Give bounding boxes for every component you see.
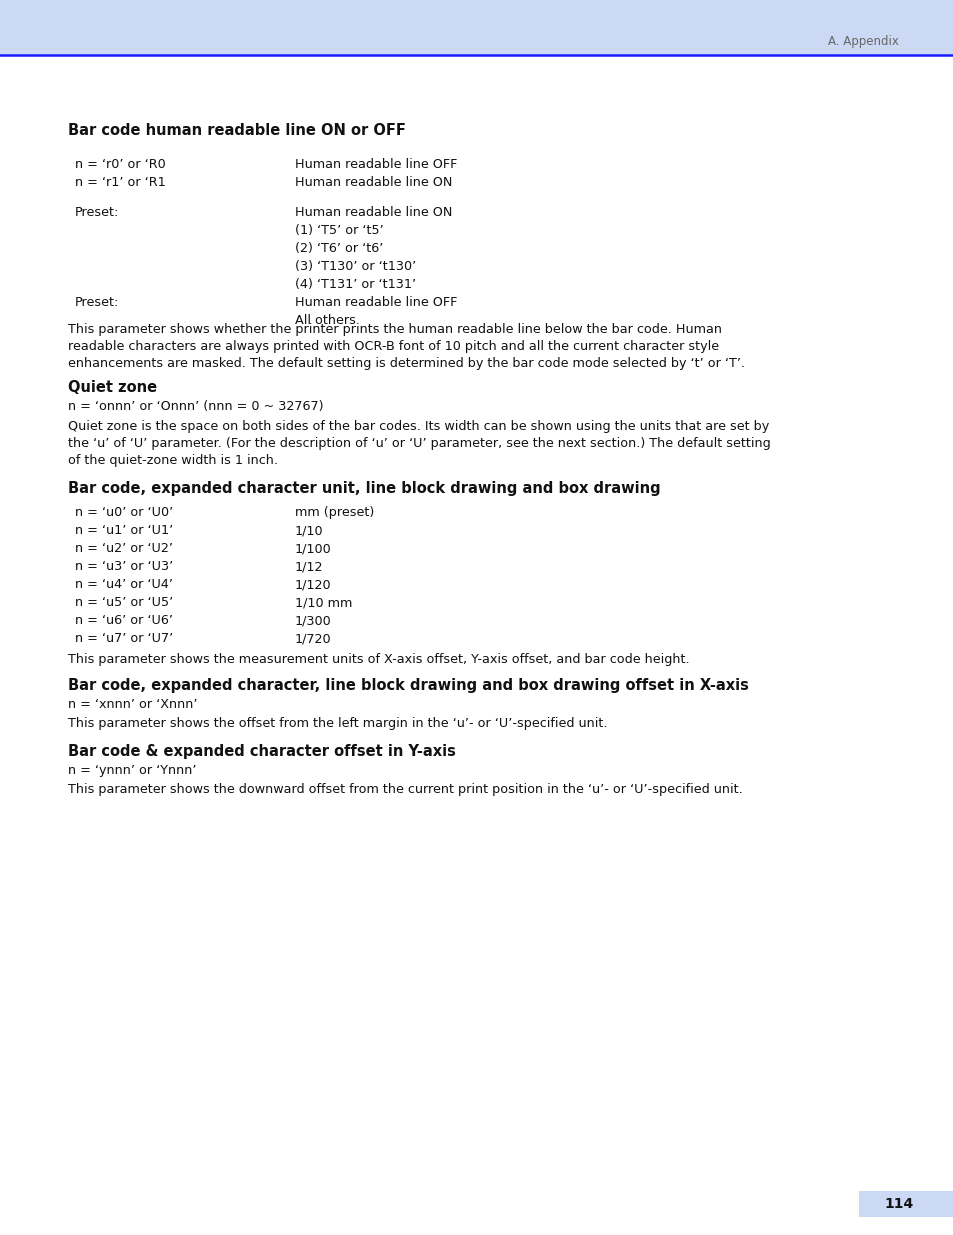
Text: n = ‘u3’ or ‘U3’: n = ‘u3’ or ‘U3’ (75, 559, 173, 573)
Text: n = ‘u0’ or ‘U0’: n = ‘u0’ or ‘U0’ (75, 506, 173, 519)
Text: n = ‘u2’ or ‘U2’: n = ‘u2’ or ‘U2’ (75, 542, 172, 555)
Text: Bar code human readable line ON or OFF: Bar code human readable line ON or OFF (68, 124, 405, 138)
Text: Human readable line OFF: Human readable line OFF (294, 296, 456, 309)
Text: Human readable line OFF: Human readable line OFF (294, 158, 456, 170)
Text: 1/10 mm: 1/10 mm (294, 597, 352, 609)
Text: (1) ‘T5’ or ‘t5’: (1) ‘T5’ or ‘t5’ (294, 224, 383, 237)
Text: Bar code, expanded character unit, line block drawing and box drawing: Bar code, expanded character unit, line … (68, 480, 659, 496)
Text: the ‘u’ of ‘U’ parameter. (For the description of ‘u’ or ‘U’ parameter, see the : the ‘u’ of ‘U’ parameter. (For the descr… (68, 437, 770, 450)
Text: 1/12: 1/12 (294, 559, 323, 573)
Text: n = ‘onnn’ or ‘Onnn’ (nnn = 0 ~ 32767): n = ‘onnn’ or ‘Onnn’ (nnn = 0 ~ 32767) (68, 400, 323, 412)
Text: This parameter shows the offset from the left margin in the ‘u’- or ‘U’-specifie: This parameter shows the offset from the… (68, 718, 607, 730)
Text: This parameter shows the downward offset from the current print position in the : This parameter shows the downward offset… (68, 783, 742, 797)
Text: n = ‘ynnn’ or ‘Ynnn’: n = ‘ynnn’ or ‘Ynnn’ (68, 764, 196, 777)
Text: 114: 114 (883, 1197, 913, 1212)
Text: n = ‘r1’ or ‘R1: n = ‘r1’ or ‘R1 (75, 177, 166, 189)
Text: 1/720: 1/720 (294, 632, 332, 645)
Text: Human readable line ON: Human readable line ON (294, 177, 452, 189)
Text: This parameter shows whether the printer prints the human readable line below th: This parameter shows whether the printer… (68, 324, 721, 336)
Text: 1/10: 1/10 (294, 524, 323, 537)
Text: 1/100: 1/100 (294, 542, 332, 555)
Text: n = ‘u5’ or ‘U5’: n = ‘u5’ or ‘U5’ (75, 597, 173, 609)
Text: n = ‘u4’ or ‘U4’: n = ‘u4’ or ‘U4’ (75, 578, 172, 592)
Text: This parameter shows the measurement units of X-axis offset, Y-axis offset, and : This parameter shows the measurement uni… (68, 653, 689, 666)
Bar (858, 1191, 953, 1216)
Text: 1/300: 1/300 (294, 614, 332, 627)
Text: All others: All others (294, 314, 355, 327)
Text: n = ‘xnnn’ or ‘Xnnn’: n = ‘xnnn’ or ‘Xnnn’ (68, 698, 197, 711)
Text: Bar code, expanded character, line block drawing and box drawing offset in X-axi: Bar code, expanded character, line block… (68, 678, 748, 693)
Text: n = ‘u1’ or ‘U1’: n = ‘u1’ or ‘U1’ (75, 524, 173, 537)
Text: enhancements are masked. The default setting is determined by the bar code mode : enhancements are masked. The default set… (68, 357, 744, 370)
Text: readable characters are always printed with OCR-B font of 10 pitch and all the c: readable characters are always printed w… (68, 340, 719, 353)
Text: Preset:: Preset: (75, 206, 119, 219)
Text: 1/120: 1/120 (294, 578, 332, 592)
Text: (3) ‘T130’ or ‘t130’: (3) ‘T130’ or ‘t130’ (294, 261, 416, 273)
Text: Bar code & expanded character offset in Y-axis: Bar code & expanded character offset in … (68, 743, 456, 760)
Text: Human readable line ON: Human readable line ON (294, 206, 452, 219)
Text: n = ‘u7’ or ‘U7’: n = ‘u7’ or ‘U7’ (75, 632, 173, 645)
Text: Quiet zone is the space on both sides of the bar codes. Its width can be shown u: Quiet zone is the space on both sides of… (68, 420, 768, 433)
Text: n = ‘r0’ or ‘R0: n = ‘r0’ or ‘R0 (75, 158, 166, 170)
Text: mm (preset): mm (preset) (294, 506, 374, 519)
Text: Quiet zone: Quiet zone (68, 380, 157, 395)
Text: (4) ‘T131’ or ‘t131’: (4) ‘T131’ or ‘t131’ (294, 278, 416, 291)
Text: Preset:: Preset: (75, 296, 119, 309)
Bar (0, 0, 953, 56)
Text: A. Appendix: A. Appendix (827, 35, 898, 47)
Text: of the quiet-zone width is 1 inch.: of the quiet-zone width is 1 inch. (68, 454, 277, 467)
Text: n = ‘u6’ or ‘U6’: n = ‘u6’ or ‘U6’ (75, 614, 172, 627)
Text: (2) ‘T6’ or ‘t6’: (2) ‘T6’ or ‘t6’ (294, 242, 383, 254)
